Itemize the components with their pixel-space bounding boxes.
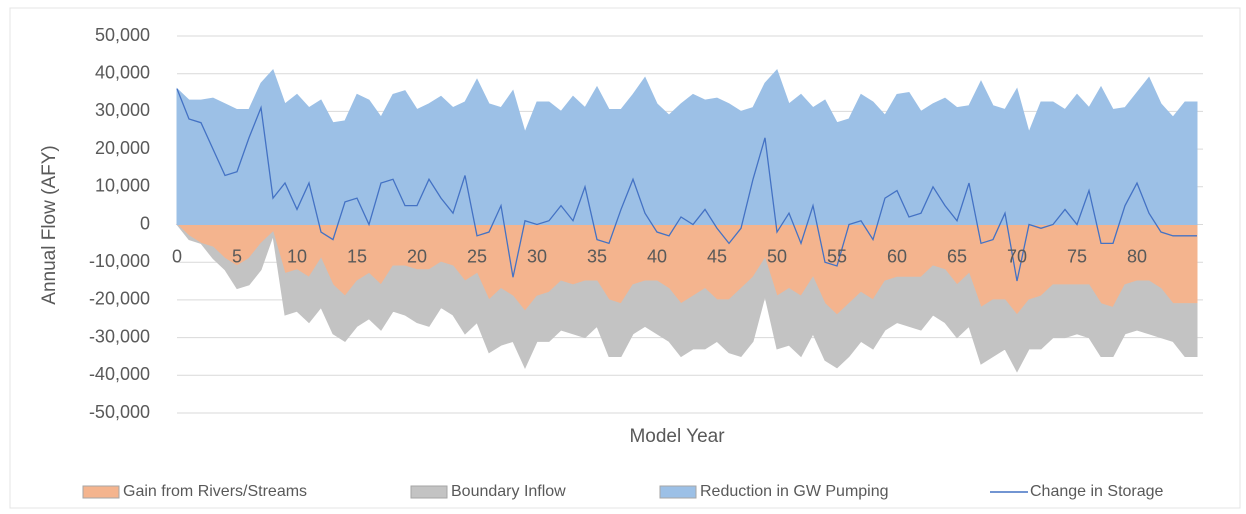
y-axis-title: Annual Flow (AFY) [39, 145, 60, 304]
x-tick-label: 5 [232, 246, 242, 266]
x-tick-label: 45 [707, 246, 727, 266]
x-tick-label: 50 [767, 246, 787, 266]
area [176, 224, 1198, 373]
x-tick-label: 35 [587, 246, 607, 266]
x-tick-label: 75 [1067, 246, 1087, 266]
legend-swatch [659, 485, 697, 499]
x-tick-label: 65 [947, 246, 967, 266]
y-tick-label: 0 [140, 213, 150, 233]
legend-label: Reduction in GW Pumping [700, 483, 889, 500]
legend-swatch [410, 485, 448, 499]
x-tick-label: 40 [647, 246, 667, 266]
chart-border [9, 7, 1241, 509]
area [176, 68, 1198, 225]
x-tick-label: 15 [347, 246, 367, 266]
y-tick-label: 30,000 [95, 100, 150, 120]
legend-label: Change in Storage [1030, 483, 1164, 500]
x-tick-label: 60 [887, 246, 907, 266]
x-tick-label: 70 [1007, 246, 1027, 266]
y-tick-label: 20,000 [95, 138, 150, 158]
x-tick-label: 20 [407, 246, 427, 266]
x-tick-label: 80 [1127, 246, 1147, 266]
y-tick-label: 40,000 [95, 62, 150, 82]
y-tick-label: 10,000 [95, 176, 150, 196]
legend-swatch [82, 485, 120, 499]
y-tick-label: 50,000 [95, 25, 150, 45]
x-axis-title: Model Year [629, 426, 725, 447]
x-tick-label: 25 [467, 246, 487, 266]
line [176, 88, 1197, 282]
x-tick-label: 55 [827, 246, 847, 266]
y-tick-label: -30,000 [89, 326, 150, 346]
legend-label: Gain from Rivers/Streams [123, 483, 307, 500]
y-tick-label: -20,000 [89, 289, 150, 309]
x-tick-label: 10 [287, 246, 307, 266]
x-tick-label: 0 [172, 246, 182, 266]
legend-label: Boundary Inflow [451, 483, 566, 500]
y-tick-label: -10,000 [89, 251, 150, 271]
y-tick-label: -50,000 [89, 402, 150, 422]
y-tick-label: -40,000 [89, 364, 150, 384]
x-tick-label: 30 [527, 246, 547, 266]
